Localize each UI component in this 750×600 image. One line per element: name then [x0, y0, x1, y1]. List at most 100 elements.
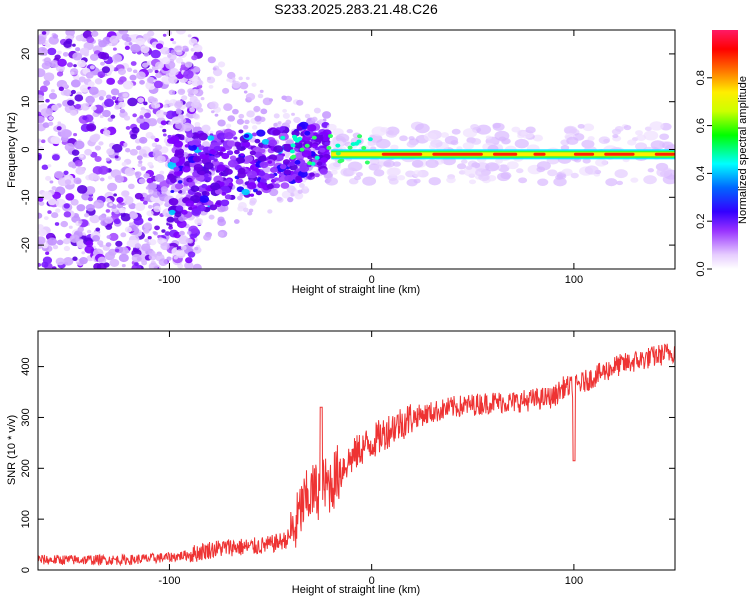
- spectrogram-blob: [168, 75, 178, 84]
- spectrogram-blob: [120, 232, 127, 238]
- spectrogram-blob: [99, 114, 104, 119]
- spectrogram-blob: [208, 214, 215, 220]
- spectrogram-blob: [238, 113, 245, 119]
- spectrogram-blob: [162, 133, 167, 137]
- spectrogram-blob: [93, 263, 102, 269]
- spectrogram-blob: [118, 253, 129, 263]
- spectrogram-blob: [147, 217, 153, 222]
- spectrogram-blob: [62, 257, 74, 266]
- spectrogram-blob: [155, 144, 162, 151]
- spectrogram-blob: [121, 161, 127, 167]
- spectrogram-blob: [247, 211, 253, 216]
- spectrogram-blob: [73, 132, 78, 137]
- spectrogram-blob: [88, 86, 99, 95]
- spectrogram-blob: [130, 43, 141, 53]
- spectrogram-blob: [153, 205, 162, 213]
- spectrogram-blob: [346, 129, 354, 134]
- spectrogram-blob: [113, 193, 117, 197]
- spectrogram-blob: [70, 89, 76, 95]
- spectrogram-blob: [241, 146, 246, 150]
- spectrogram-blob: [282, 143, 293, 152]
- spectrogram-blob: [222, 87, 230, 94]
- ridge-peak: [573, 152, 595, 156]
- snr-x-tick-label: 0: [369, 575, 375, 587]
- spectrogram-blob: [161, 229, 166, 233]
- spectrogram-blob: [143, 52, 150, 57]
- spectrogram-blob: [162, 128, 167, 133]
- snr-y-tick-label: 300: [20, 408, 32, 426]
- spectrogram-blob: [147, 118, 158, 127]
- spectrogram-blob: [183, 186, 189, 191]
- spectrogram-blob: [178, 230, 185, 236]
- spectrogram-blob: [55, 257, 65, 266]
- spectrogram-blob: [262, 144, 269, 149]
- spectrogram-blob: [189, 107, 196, 113]
- spectrogram-blob: [166, 216, 175, 223]
- spectrogram-blob: [262, 97, 273, 106]
- spectrogram-blob: [92, 235, 101, 242]
- spectrogram-blob: [173, 255, 178, 260]
- spectrogram-blob: [121, 264, 126, 268]
- spectrogram-blob: [235, 178, 244, 185]
- spectrogram-blob: [154, 61, 165, 70]
- spectrogram-blob: [63, 89, 72, 97]
- spectrogram-blob: [462, 128, 478, 138]
- spectrogram-blob: [197, 80, 204, 86]
- spectrogram-blob: [288, 161, 295, 167]
- spectrogram-blob: [135, 174, 141, 179]
- spectrogram-blob: [95, 227, 101, 232]
- spectrogram-blob: [137, 163, 143, 168]
- spectrogram-blob: [251, 132, 258, 137]
- spectrogram-blob: [560, 144, 570, 151]
- spectrogram-blob: [392, 161, 401, 167]
- spectrogram-blob: [220, 199, 230, 207]
- ridge-dot: [307, 161, 313, 166]
- spectrogram-blob: [207, 56, 216, 64]
- spectrogram-blob: [247, 182, 257, 190]
- spectrogram-blob: [280, 182, 290, 189]
- spectrogram-blob: [287, 197, 294, 203]
- spectrogram-blob: [446, 176, 456, 184]
- spectrogram-blob: [532, 134, 544, 142]
- spectrogram-blob: [199, 195, 210, 203]
- ridge-peak: [432, 152, 483, 156]
- spectrogram-blob: [129, 148, 138, 156]
- spectrogram-blob: [62, 83, 68, 89]
- spectrogram-blob: [191, 208, 202, 216]
- spectrogram-blob: [82, 115, 88, 121]
- spectrogram-blob: [77, 59, 87, 68]
- spectrogram-blob: [38, 212, 43, 219]
- spectrogram-blob: [98, 96, 104, 101]
- spectrogram-blob: [178, 215, 186, 222]
- ridge-dot: [311, 135, 317, 140]
- spectrogram-blob: [56, 239, 64, 246]
- spectrogram-blob: [303, 185, 308, 190]
- spectrogram-blob: [134, 202, 146, 212]
- spectrogram-blob: [311, 143, 318, 149]
- spectrogram-blob: [133, 69, 138, 74]
- spectrogram-blob: [137, 97, 145, 103]
- spectrogram-blob: [148, 239, 157, 246]
- spectrogram-blob: [51, 266, 57, 269]
- spectrogram-blob: [221, 152, 230, 160]
- spectrogram-blob: [184, 61, 193, 68]
- spectrogram-blob: [134, 262, 139, 267]
- spectrogram-blob: [122, 93, 129, 98]
- spectrogram-blob: [124, 226, 132, 233]
- spectrogram-blob: [566, 136, 579, 145]
- spectrogram-blob: [38, 111, 42, 117]
- spectrogram-blob: [84, 148, 93, 156]
- spectrogram-y-tick-label: 20: [20, 48, 32, 60]
- spectrogram-blob: [38, 236, 46, 245]
- spectrogram-blob: [428, 144, 437, 150]
- spectrogram-blob: [134, 192, 143, 200]
- spectrogram-blob: [206, 176, 212, 182]
- spectrogram-blob: [134, 243, 142, 249]
- spectrogram-blob: [283, 169, 292, 175]
- spectrogram-blob: [106, 71, 112, 76]
- spectrogram-blob: [226, 150, 234, 156]
- spectrogram-blob: [192, 263, 202, 269]
- spectrogram-blob: [54, 222, 60, 226]
- spectrogram-blob: [319, 147, 326, 153]
- snr-y-tick-label: 0: [20, 567, 32, 573]
